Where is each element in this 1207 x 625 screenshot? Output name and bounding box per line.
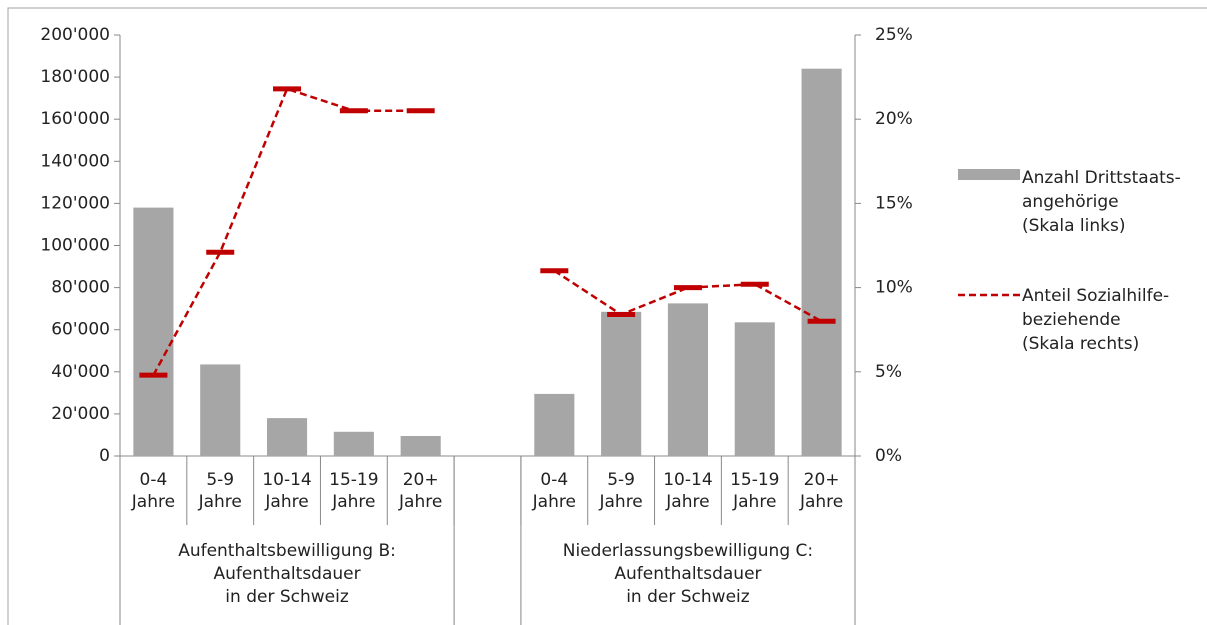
bar: [667, 303, 708, 456]
legend-label: Anzahl Drittstaats- angehörige (Skala li…: [1022, 168, 1181, 236]
bar: [267, 418, 308, 456]
y-tick-label: 100'000: [40, 236, 110, 256]
legend-label: Anteil Sozialhilfe- beziehende (Skala re…: [1022, 286, 1170, 354]
legend-swatch: [958, 169, 1020, 180]
y2-tick-label: 15%: [875, 193, 913, 213]
y-tick-label: 120'000: [40, 193, 110, 213]
x-tick-label: 5-9 Jahre: [198, 470, 242, 512]
y2-tick-label: 0%: [875, 446, 902, 466]
y-tick-label: 140'000: [40, 151, 110, 171]
bar: [801, 68, 842, 457]
frame: [7, 7, 1207, 625]
y-tick-label: 0: [99, 446, 110, 466]
y2-tick-label: 25%: [875, 25, 913, 45]
group-label: Niederlassungsbewilligung C: Aufenthalts…: [562, 541, 814, 607]
x-tick-label: 5-9 Jahre: [599, 470, 643, 512]
y-tick-label: 180'000: [40, 67, 110, 87]
bar: [133, 207, 174, 456]
y-tick-label: 160'000: [40, 109, 110, 129]
x-tick-label: 15-19 Jahre: [730, 470, 780, 512]
x-tick-label: 20+ Jahre: [399, 470, 443, 512]
bar: [200, 364, 241, 456]
group-label: Aufenthaltsbewilligung B: Aufenthaltsdau…: [178, 541, 396, 607]
bar: [734, 322, 775, 456]
y-tick-label: 80'000: [51, 278, 110, 298]
x-tick-label: 10-14 Jahre: [262, 470, 312, 512]
bar: [601, 311, 642, 456]
x-tick-label: 15-19 Jahre: [329, 470, 379, 512]
y-tick-label: 60'000: [51, 320, 110, 340]
x-tick-label: 10-14 Jahre: [663, 470, 713, 512]
bar: [400, 436, 441, 456]
y2-tick-label: 5%: [875, 362, 902, 382]
x-tick-label: 0-4 Jahre: [131, 470, 176, 512]
line: [152, 87, 823, 376]
y-tick-label: 200'000: [40, 25, 110, 45]
x-tick-label: 20+ Jahre: [799, 470, 844, 512]
bar: [333, 431, 374, 456]
y-tick-label: 40'000: [51, 362, 110, 382]
bar: [534, 393, 575, 456]
x-tick-label: 0-4 Jahre: [532, 470, 576, 512]
y-tick-label: 20'000: [51, 404, 110, 424]
y2-tick-label: 10%: [875, 278, 913, 298]
y2-tick-label: 20%: [875, 109, 913, 129]
